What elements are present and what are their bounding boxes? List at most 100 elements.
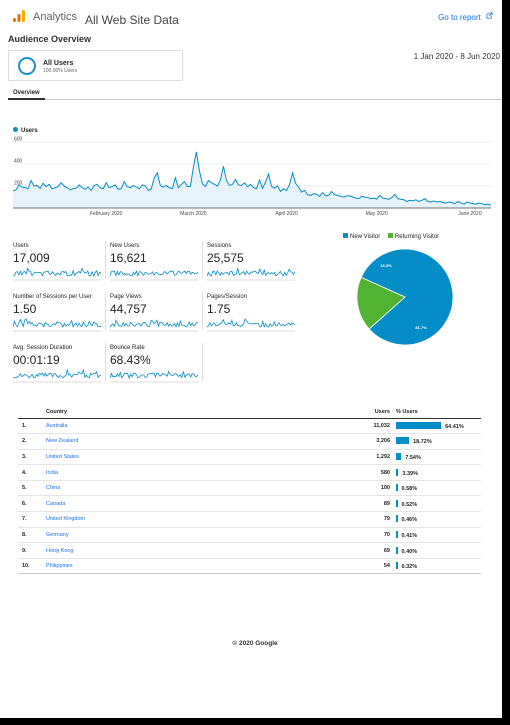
row-users: 1,292 (331, 449, 396, 466)
row-pct: 0.41% (396, 527, 481, 544)
x-tick-label: April 2020 (275, 211, 298, 217)
metric-sparkline (207, 268, 295, 281)
external-link-icon (486, 12, 493, 19)
metric-avg-session-duration: Avg. Session Duration 00:01:19 (13, 345, 103, 385)
divider (105, 343, 106, 381)
metric-label: Users (13, 243, 29, 249)
pct-bar (396, 437, 410, 445)
x-tick-label: June 2020 (458, 211, 482, 217)
row-pct: 64.41% (396, 418, 481, 435)
sparkline-line (13, 369, 101, 379)
row-pct-value: 0.32% (401, 564, 418, 571)
date-range[interactable]: 1 Jan 2020 - 8 Jun 2020 (413, 52, 500, 61)
country-link[interactable]: Hong Kong (46, 542, 331, 559)
row-users: 11,032 (331, 418, 396, 435)
sparkline-line (13, 318, 101, 328)
metric-label: New Users (110, 243, 140, 249)
app-name: Analytics (33, 11, 78, 23)
metric-label: Sessions (207, 243, 232, 249)
y-tick-label: 400 (14, 159, 23, 165)
segment-chip[interactable]: All Users 100.00% Users (8, 50, 183, 81)
row-pct-value: 0.40% (401, 548, 418, 555)
table-row: 8. Germany 70 0.41% (18, 527, 481, 544)
metric-page-views: Page Views 44,757 (110, 294, 200, 334)
users-series-line (13, 151, 491, 206)
new-visitor-slice (360, 248, 454, 346)
metric-sparkline (207, 318, 295, 332)
row-rank: 4. (18, 464, 46, 481)
pct-bar (396, 562, 398, 570)
row-pct-value: 0.52% (401, 501, 418, 508)
country-link[interactable]: Philippines (46, 558, 331, 575)
segment-name: All Users (43, 60, 74, 67)
country-header: Country (46, 408, 331, 419)
users-header: Users (331, 408, 396, 419)
row-rank: 2. (18, 433, 46, 450)
row-rank: 10. (18, 558, 46, 575)
row-users: 69 (331, 542, 396, 559)
report-page: Analytics All Web Site Data Go to report… (0, 0, 502, 718)
go-to-report-link[interactable]: Go to report (438, 12, 493, 22)
top-bar: Analytics All Web Site Data Go to report (0, 0, 502, 34)
metric-value: 1.50 (13, 302, 37, 316)
row-pct-value: 0.41% (401, 532, 418, 539)
pie-slice-label: 18.3% (380, 263, 392, 268)
divider (105, 241, 106, 279)
metric-label: Bounce Rate (110, 345, 145, 351)
country-link[interactable]: India (46, 464, 331, 481)
pct-bar (396, 452, 402, 460)
metric-label: Page Views (110, 294, 142, 300)
sparkline-line (110, 319, 198, 328)
users-legend-marker (13, 127, 18, 132)
country-link[interactable]: Canada (46, 495, 331, 513)
metric-value: 25,575 (207, 251, 244, 265)
go-to-report-label: Go to report (438, 13, 481, 22)
country-link[interactable]: United States (46, 449, 331, 466)
divider (202, 292, 203, 330)
row-pct: 0.32% (396, 558, 481, 575)
country-link[interactable]: Australia (46, 418, 331, 435)
row-pct: 0.52% (396, 495, 481, 513)
pie-legend: New Visitor Returning Visitor (343, 233, 439, 240)
metric-new-users: New Users 16,621 (110, 243, 200, 283)
row-rank: 8. (18, 527, 46, 544)
divider (202, 343, 203, 381)
table-row: 3. United States 1,292 7.54% (18, 449, 481, 466)
tab-overview[interactable]: Overview (8, 87, 45, 100)
table-header-row: Country Users % Users (18, 408, 481, 419)
metric-label: Number of Sessions per User (13, 294, 92, 300)
row-pct: 7.54% (396, 449, 481, 466)
row-rank: 1. (18, 418, 46, 435)
property-name[interactable]: All Web Site Data (85, 13, 179, 27)
footer: © 2020 Google (232, 640, 278, 647)
analytics-logo-icon (13, 10, 25, 22)
users-legend-label: Users (21, 128, 38, 134)
metric-sparkline (13, 318, 101, 332)
metric-sparkline (13, 369, 101, 383)
country-link[interactable]: United Kingdom (46, 511, 331, 528)
row-pct: 0.40% (396, 542, 481, 559)
table-row: 6. Canada 89 0.52% (18, 495, 481, 513)
table-row: 2. New Zealand 3,206 18.72% (18, 433, 481, 450)
divider (105, 292, 106, 330)
segment-subtitle: 100.00% Users (43, 68, 78, 74)
pct-bar (396, 421, 442, 429)
table-row: 10. Philippines 54 0.32% (18, 558, 481, 575)
row-pct-value: 3.39% (402, 470, 418, 477)
country-link[interactable]: Germany (46, 527, 331, 544)
row-pct-value: 18.72% (413, 439, 432, 446)
table-row: 4. India 580 3.39% (18, 464, 481, 481)
x-tick-label: February 2020 (90, 211, 123, 217)
sparkline-line (110, 370, 198, 380)
country-link[interactable]: New Zealand (46, 433, 331, 450)
row-rank: 6. (18, 495, 46, 513)
metric-users: Users 17,009 (13, 243, 103, 283)
row-rank: 3. (18, 449, 46, 466)
legend-new-visitor: New Visitor (350, 234, 381, 240)
row-pct-value: 0.46% (401, 517, 418, 524)
returning-visitor-slice (356, 276, 406, 330)
legend-returning-visitor: Returning Visitor (394, 234, 440, 240)
tab-bar: Overview (8, 87, 502, 100)
row-pct: 3.39% (396, 464, 481, 481)
country-link[interactable]: China (46, 480, 331, 497)
